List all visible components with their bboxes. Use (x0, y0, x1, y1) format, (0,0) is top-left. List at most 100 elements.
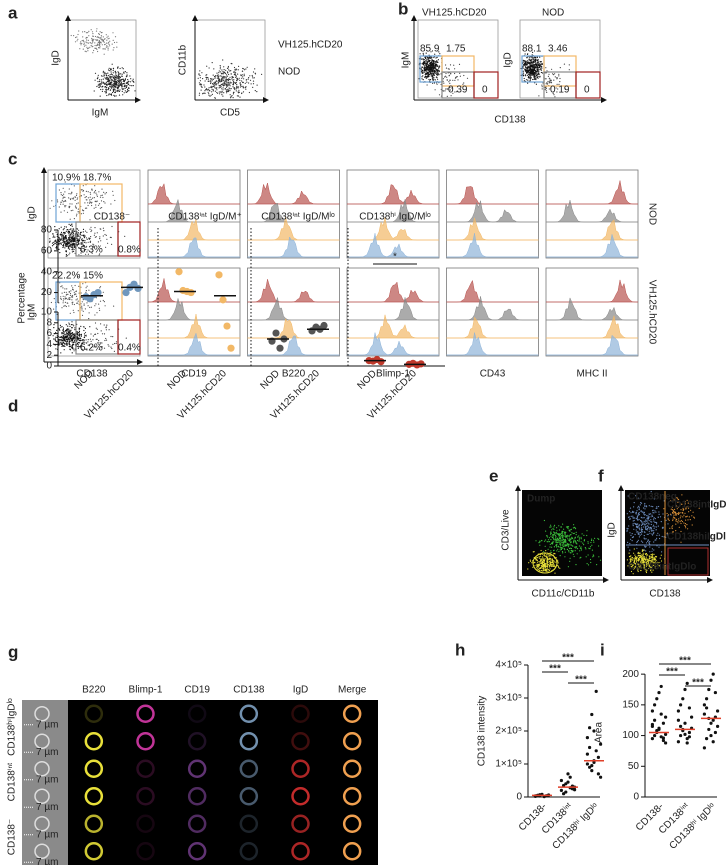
flow-dot (62, 337, 63, 338)
flow-dot (117, 80, 118, 81)
flow-dot (213, 68, 214, 69)
flow-dot (55, 240, 56, 241)
flow-dot (53, 338, 54, 339)
flow-dot (565, 552, 566, 553)
flow-dot (562, 548, 563, 549)
flow-dot (438, 66, 439, 67)
flow-dot (116, 343, 117, 344)
column-header: CD19 (184, 685, 210, 696)
flow-dot (74, 292, 75, 293)
flow-dot (675, 520, 676, 521)
flow-dot (104, 54, 105, 55)
flow-dot (525, 69, 526, 70)
flow-dot (69, 203, 70, 204)
flow-dot (567, 544, 568, 545)
flow-dot (91, 205, 92, 206)
flow-dot (108, 87, 109, 88)
flow-dot (645, 547, 646, 548)
flow-dot (673, 513, 674, 514)
flow-dot (66, 250, 67, 251)
flow-dot (218, 76, 219, 77)
flow-dot (71, 247, 72, 248)
flow-dot (66, 288, 67, 289)
flow-dot (122, 83, 123, 84)
flow-dot (77, 334, 78, 335)
flow-dot (129, 75, 130, 76)
flow-dot (634, 555, 635, 556)
flow-dot (72, 238, 73, 239)
flow-dot (579, 545, 580, 546)
flow-dot (687, 519, 688, 520)
flow-dot (427, 69, 428, 70)
flow-dot (98, 75, 99, 76)
flow-dot (547, 571, 548, 572)
flow-dot (550, 80, 551, 81)
flow-dot (554, 550, 555, 551)
dot (712, 673, 715, 676)
flow-dot (543, 570, 544, 571)
x-axis-label: CD11c/CD11b (532, 589, 595, 600)
flow-dot (86, 335, 87, 336)
flow-dot (652, 534, 653, 535)
significance-label: *** (679, 656, 691, 667)
flow-dot (61, 339, 62, 340)
flow-dot (103, 36, 104, 37)
flow-dot (90, 197, 91, 198)
flow-dot (261, 74, 262, 75)
flow-dot (198, 74, 199, 75)
flow-dot (63, 204, 64, 205)
flow-dot (652, 555, 653, 556)
flow-dot (645, 559, 646, 560)
flow-dot (535, 67, 536, 68)
flow-dot (213, 79, 214, 80)
flow-dot (228, 69, 229, 70)
column-header: Blimp-1 (129, 685, 163, 696)
flow-dot (238, 91, 239, 92)
histogram (248, 183, 340, 204)
flow-dot (554, 573, 555, 574)
flow-dot (546, 535, 547, 536)
flow-dot (77, 40, 78, 41)
flow-dot (118, 78, 119, 79)
flow-dot (428, 58, 429, 59)
flow-dot (255, 73, 256, 74)
flow-dot (208, 89, 209, 90)
flow-dot (73, 289, 74, 290)
flow-dot (71, 340, 72, 341)
flow-dot (565, 545, 566, 546)
flow-dot (653, 525, 654, 526)
dot (590, 713, 593, 716)
flow-dot (540, 64, 541, 65)
flow-dot (211, 95, 212, 96)
flow-dot (432, 75, 433, 76)
flow-dot (562, 531, 563, 532)
flow-dot (121, 85, 122, 86)
flow-dot (575, 564, 576, 565)
flow-dot (221, 86, 222, 87)
flow-dot (124, 92, 125, 93)
flow-dot (435, 62, 436, 63)
flow-dot (633, 529, 634, 530)
histogram (248, 336, 340, 355)
flow-dot (632, 540, 633, 541)
flow-dot (83, 40, 84, 41)
flow-dot (650, 513, 651, 514)
flow-dot (236, 90, 237, 91)
flow-dot (59, 329, 60, 330)
flow-dot (426, 68, 427, 69)
flow-dot (244, 74, 245, 75)
flow-dot (106, 95, 107, 96)
flow-dot (65, 337, 66, 338)
flow-dot (73, 249, 74, 250)
flow-dot (126, 87, 127, 88)
flow-dot (74, 246, 75, 247)
flow-dot (224, 82, 225, 83)
flow-dot (651, 554, 652, 555)
flow-dot (224, 69, 225, 70)
flow-dot (427, 76, 428, 77)
flow-dot (223, 78, 224, 79)
flow-dot (546, 90, 547, 91)
flow-dot (543, 551, 544, 552)
flow-dot (83, 229, 84, 230)
flow-dot (62, 242, 63, 243)
